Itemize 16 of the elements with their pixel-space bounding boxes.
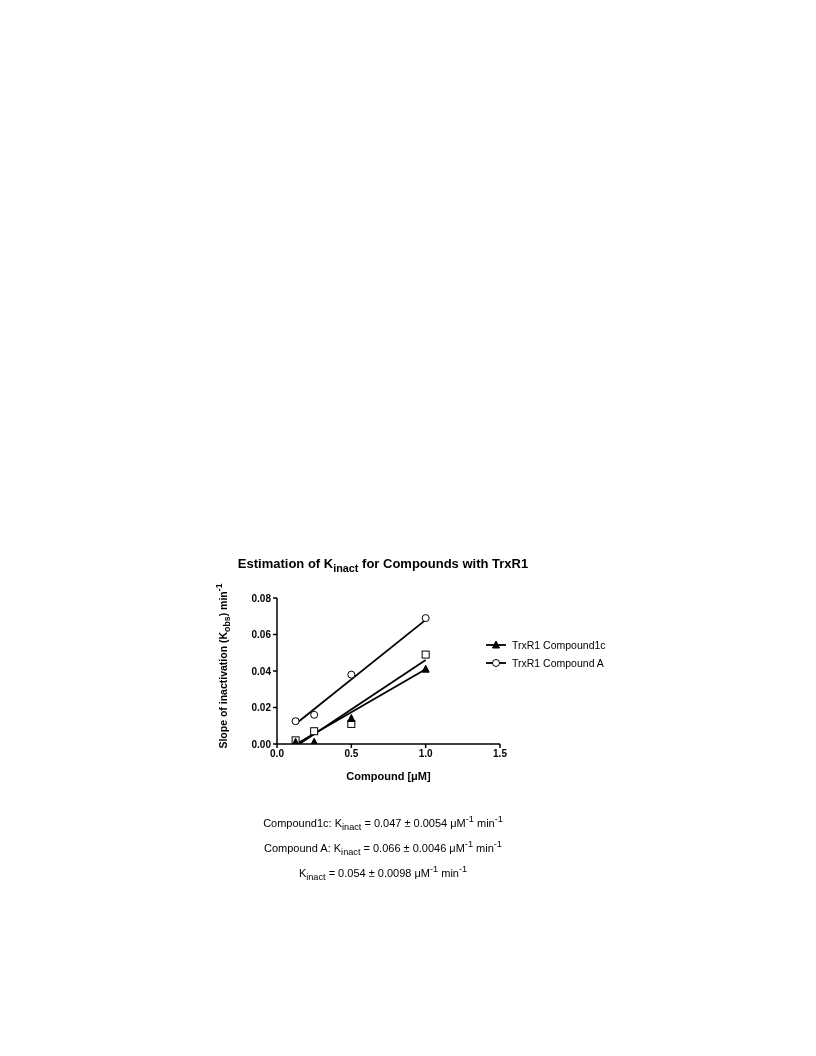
y-tick-label: 0.08	[251, 592, 272, 604]
chart-title: Estimation of K$_{inact}$ for Compounds with TrxR1	[236, 556, 530, 574]
x-tick-label: 1.5	[493, 748, 508, 760]
x-tick-label: 0.5	[344, 748, 359, 760]
y-tick-label: 0.06	[251, 629, 272, 641]
y-tick-label: 0.04	[251, 665, 272, 677]
y-tick-label: 0.00	[251, 738, 272, 750]
legend-label: TrxR1 Compound1c	[512, 639, 606, 651]
legend-label: TrxR1 Compound A	[512, 657, 604, 669]
x-tick-label: 0.0	[270, 748, 285, 760]
y-tick-label: 0.02	[251, 702, 272, 714]
text: Compound A: K$_{inact}$ = 0.066 ± 0.0046 μM$^{-1}$ min$^{-1}$	[263, 837, 503, 859]
text: Compound1c: K$_{inact}$ = 0.047 ± 0.0054 μM$^{-1}$ min$^{-1}$	[262, 813, 504, 834]
x-tick-label: 1.0	[418, 748, 434, 760]
x-axis-title: Compound [μM]	[346, 770, 431, 782]
text: K$_{inact}$ = 0.054 ± 0.0098 μM$^{-1}$ min$^{-1}$	[297, 862, 469, 884]
